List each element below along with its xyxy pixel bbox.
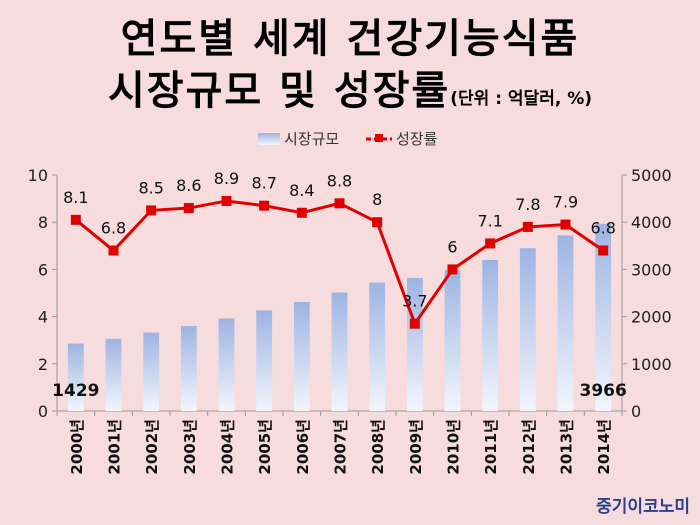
growth-value-label: 8.1	[63, 188, 88, 207]
x-tick-label: 2008년	[369, 419, 387, 475]
bar-2004년	[218, 318, 235, 411]
growth-point-2001년	[108, 245, 119, 256]
unit-note: (단위 : 억달러, %)	[450, 89, 593, 109]
right-tick-label: 5000	[631, 166, 672, 185]
growth-value-label: 3.7	[402, 292, 427, 311]
bar-2011년	[482, 259, 499, 411]
x-tick-label: 2003년	[181, 419, 199, 475]
x-tick-label: 2012년	[520, 419, 538, 475]
x-tick-label: 2004년	[219, 419, 237, 475]
bar-2013년	[557, 235, 574, 411]
bar-2007년	[331, 292, 348, 411]
bar-2001년	[105, 338, 122, 411]
growth-value-label: 8.9	[214, 169, 239, 188]
left-tick-label: 8	[38, 213, 48, 232]
bar-2002년	[143, 332, 160, 411]
x-tick-label: 2000년	[68, 419, 86, 475]
bar-value-label: 1429	[52, 381, 99, 401]
bar-2000년	[67, 343, 84, 411]
growth-point-2010년	[447, 264, 458, 275]
growth-value-label: 8.7	[251, 174, 276, 193]
bar-value-labels: 1429 3966	[52, 381, 627, 401]
x-tick-label: 2014년	[595, 419, 613, 475]
left-tick-label: 4	[38, 308, 48, 327]
growth-point-2013년	[560, 219, 571, 230]
left-tick-label: 6	[38, 260, 48, 279]
bar-2003년	[180, 326, 197, 411]
right-tick-label: 2000	[631, 308, 672, 327]
chart-title-line2: 시장규모 및 성장률(단위 : 억달러, %)	[0, 58, 700, 116]
x-tick-label: 2010년	[445, 419, 463, 475]
growth-point-2000년	[70, 214, 81, 225]
growth-value-label: 7.8	[515, 195, 540, 214]
bar-2014년	[595, 223, 612, 411]
growth-point-2005년	[259, 200, 270, 211]
title-main-text: 시장규모 및 성장률	[107, 68, 451, 114]
x-tick-label: 2002년	[143, 419, 161, 475]
bar-2008년	[369, 282, 386, 411]
growth-point-2012년	[522, 221, 533, 232]
x-tick-labels: 2000년 2001년 2002년 2003년 2004년 2005년 2006년 2007년…	[68, 419, 613, 475]
left-tick-label: 0	[38, 402, 48, 421]
bar-2010년	[444, 269, 461, 411]
growth-value-label: 6	[447, 237, 457, 256]
legend: 시장규모 성장률	[258, 130, 438, 148]
bar-2006년	[293, 301, 310, 411]
growth-point-2007년	[334, 198, 345, 209]
chart-title-line1: 연도별 세계 건강기능식품	[120, 16, 580, 62]
legend-swatch-bar	[258, 133, 280, 145]
bars	[67, 223, 612, 411]
legend-marker-line	[375, 134, 383, 142]
x-tick-label: 2009년	[407, 419, 425, 475]
left-tick-label: 2	[38, 355, 48, 374]
growth-line	[70, 195, 609, 329]
right-tick-label: 4000	[631, 213, 672, 232]
growth-value-label: 6.8	[101, 219, 126, 238]
growth-value-label: 6.8	[590, 219, 615, 238]
growth-value-label: 8	[372, 190, 382, 209]
x-tick-label: 2001년	[106, 419, 124, 475]
growth-value-label: 8.8	[327, 171, 352, 190]
growth-point-2009년	[409, 318, 420, 329]
growth-point-2002년	[146, 205, 157, 216]
x-tick-label: 2011년	[482, 419, 500, 475]
growth-point-2014년	[598, 245, 609, 256]
x-tick-label: 2007년	[332, 419, 350, 475]
growth-value-label: 7.1	[477, 211, 502, 230]
x-tick-label: 2013년	[558, 419, 576, 475]
bar-2012년	[519, 248, 536, 411]
right-tick-label: 1000	[631, 355, 672, 374]
growth-value-label: 7.9	[553, 193, 578, 212]
x-tick-label: 2005년	[256, 419, 274, 475]
growth-value-label: 8.6	[176, 176, 201, 195]
growth-value-label: 8.5	[138, 178, 163, 197]
bar-2005년	[256, 310, 273, 411]
growth-point-2003년	[183, 203, 194, 214]
growth-point-2008년	[372, 217, 383, 228]
left-tick-label: 10	[28, 166, 48, 185]
growth-point-2006년	[296, 207, 307, 218]
logo: 중기이코노미	[596, 497, 690, 517]
right-tick-label: 3000	[631, 260, 672, 279]
growth-value-label: 8.4	[289, 181, 314, 200]
growth-value-labels: 8.1 6.8 8.5 8.6 8.9 8.7 8.4 8.8 8 3.7 6 7.1 7.8 7.9 6.…	[63, 169, 616, 311]
growth-point-2004년	[221, 195, 232, 206]
legend-label-line: 성장률	[396, 130, 438, 148]
x-tick-label: 2006년	[294, 419, 312, 475]
legend-label-bar: 시장규모	[284, 130, 339, 148]
growth-point-2011년	[485, 238, 496, 249]
right-tick-label: 0	[631, 402, 641, 421]
bar-value-label: 3966	[580, 381, 627, 401]
